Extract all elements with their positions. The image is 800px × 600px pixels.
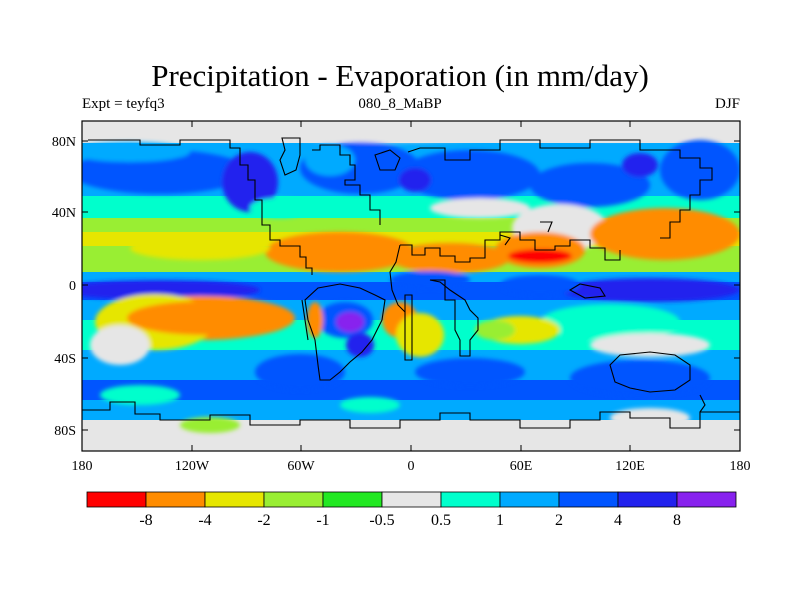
colorbar-labels: -8 -4 -2 -1 -0.5 0.5 1 2 4 8 <box>139 512 681 529</box>
colorbar-label: 4 <box>614 512 622 529</box>
lat-tick-label: 40S <box>54 352 76 367</box>
colorbar-label: -0.5 <box>369 512 394 529</box>
lat-tick-label: 80N <box>52 135 76 150</box>
colorbar-swatch <box>440 491 501 508</box>
colorbar-label: 1 <box>496 512 504 529</box>
colorbar-swatch <box>86 491 147 508</box>
map-field <box>82 121 740 451</box>
colorbar-label: -1 <box>316 512 329 529</box>
colorbar-swatch <box>617 491 678 508</box>
colorbar-swatch <box>381 491 442 508</box>
lon-tick-label: 180 <box>72 459 93 474</box>
colorbar-label: -8 <box>139 512 152 529</box>
colorbar-swatch <box>676 491 737 508</box>
colorbar-swatch <box>263 491 324 508</box>
colorbar-label: -4 <box>198 512 211 529</box>
axis-ticks <box>81 121 741 451</box>
colorbar-label: -2 <box>257 512 270 529</box>
period-label: 080_8_MaBP <box>358 96 442 112</box>
colorbar-label: 0.5 <box>431 512 451 529</box>
lat-tick-label: 40N <box>52 206 76 221</box>
colorbar-label: 2 <box>555 512 563 529</box>
colorbar-swatch <box>322 491 383 508</box>
season-label: DJF <box>714 96 740 112</box>
colorbar-swatch <box>499 491 560 508</box>
colorbar-swatch <box>145 491 206 508</box>
lon-tick-label: 180 <box>730 459 751 474</box>
lon-tick-label: 120W <box>175 459 210 474</box>
lat-tick-label: 80S <box>54 424 76 439</box>
coastlines <box>82 137 740 429</box>
colorbar <box>86 491 737 508</box>
lat-tick-label: 0 <box>69 279 76 294</box>
lon-tick-label: 0 <box>408 459 415 474</box>
colorbar-swatch <box>204 491 265 508</box>
experiment-label: Expt = teyfq3 <box>82 96 165 112</box>
lon-tick-label: 60E <box>510 459 533 474</box>
colorbar-swatch <box>558 491 619 508</box>
figure-title: Precipitation - Evaporation (in mm/day) <box>151 58 649 93</box>
lon-tick-label: 120E <box>615 459 645 474</box>
lon-tick-label: 60W <box>287 459 315 474</box>
colorbar-label: 8 <box>673 512 681 529</box>
